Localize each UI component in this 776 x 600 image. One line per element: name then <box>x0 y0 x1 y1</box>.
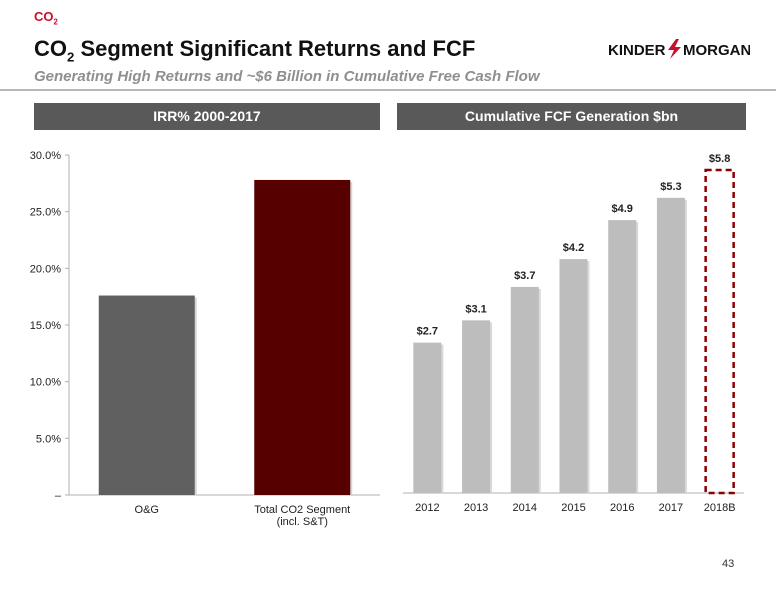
data-label: $2.7 <box>417 326 438 338</box>
section-tag: CO2 <box>34 9 58 27</box>
bar <box>510 286 539 493</box>
x-tick-label: 2013 <box>464 502 488 514</box>
y-tick-label: 30.0% <box>30 150 61 162</box>
lightning-bolt-icon <box>668 39 681 59</box>
y-tick-label: 5.0% <box>36 433 61 445</box>
data-label: $4.9 <box>612 203 633 215</box>
logo-text-left: KINDER <box>608 42 666 59</box>
bar <box>559 259 588 493</box>
irr-chart-title: IRR% 2000-2017 <box>34 103 380 130</box>
x-tick-label: 2016 <box>610 502 634 514</box>
logo-text-right: MORGAN <box>683 42 750 59</box>
bar <box>462 320 491 493</box>
bar <box>98 295 195 495</box>
x-tick-label: O&G <box>135 504 159 516</box>
x-tick-label: 2014 <box>513 502 537 514</box>
kinder-morgan-logo: KINDER MORGAN <box>608 39 750 59</box>
x-tick-label: Total CO2 Segment <box>254 504 350 516</box>
bar <box>254 179 351 495</box>
page-subtitle: Generating High Returns and ~$6 Billion … <box>34 68 540 85</box>
bar <box>413 342 442 493</box>
y-tick-label: 15.0% <box>30 320 61 332</box>
x-tick-label: 2012 <box>415 502 439 514</box>
y-tick-label: 10.0% <box>30 377 61 389</box>
y-tick-label: 25.0% <box>30 207 61 219</box>
x-tick-label: 2017 <box>659 502 683 514</box>
header-divider <box>0 89 776 91</box>
data-label: $3.7 <box>514 270 535 282</box>
page-title: CO2 Segment Significant Returns and FCF <box>34 36 476 65</box>
y-tick-label: 20.0% <box>30 263 61 275</box>
data-label: $5.3 <box>660 181 681 193</box>
x-tick-label: (incl. S&T) <box>277 516 328 528</box>
data-label: $5.8 <box>709 153 730 165</box>
bar-projected-outline <box>704 168 735 495</box>
y-tick-label: – <box>55 490 62 502</box>
bar <box>656 197 685 494</box>
data-label: $3.1 <box>465 303 486 315</box>
x-tick-label: 2015 <box>561 502 585 514</box>
data-label: $4.2 <box>563 242 584 254</box>
page-number: 43 <box>722 558 735 570</box>
fcf-chart-title: Cumulative FCF Generation $bn <box>397 103 746 130</box>
x-tick-label: 2018B <box>704 502 736 514</box>
bar <box>608 220 637 493</box>
